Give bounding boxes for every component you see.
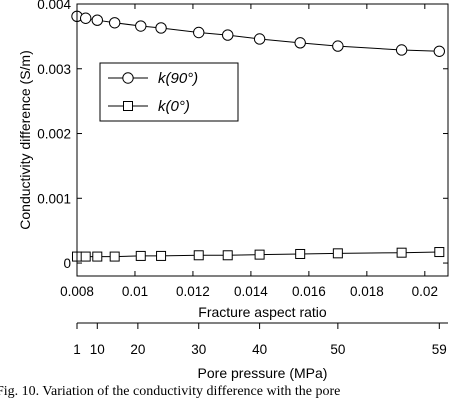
data-point-k90 (222, 29, 234, 41)
data-point-k0 (80, 251, 91, 262)
legend-marker-k90 (122, 72, 134, 84)
legend-label-k0: k(0°) (158, 98, 190, 115)
data-point-k0 (109, 251, 120, 262)
data-point-k0 (332, 248, 343, 259)
y-tick-label: 0 (63, 256, 71, 271)
secondary-x-axis-title: Pore pressure (MPa) (198, 365, 328, 381)
plot-frame (76, 3, 449, 277)
data-point-k0 (135, 250, 146, 261)
data-point-k90 (395, 44, 408, 56)
data-point-k0 (193, 250, 204, 261)
secondary-x-tick-label: 20 (130, 342, 145, 357)
legend-label-k90: k(90°) (158, 70, 198, 87)
legend-box (99, 62, 239, 122)
data-point-k0 (92, 251, 103, 262)
secondary-x-tick-label: 59 (432, 342, 447, 357)
data-point-k0 (434, 247, 445, 258)
data-point-k90 (193, 26, 205, 39)
data-point-k90 (294, 37, 306, 49)
secondary-x-tick-label: 10 (90, 342, 105, 357)
data-point-k0 (295, 248, 306, 259)
x-tick-label: 0.01 (122, 284, 148, 299)
y-tick-label: 0.001 (37, 191, 71, 206)
secondary-x-tick-label: 40 (252, 342, 267, 357)
data-point-k0 (222, 250, 233, 261)
x-tick-label: 0.014 (234, 284, 268, 299)
data-point-k90 (253, 33, 266, 45)
data-point-k90 (332, 40, 344, 52)
axes: 0.008 0.01 0.012 0.014 0.016 0.018 0.02 0 0.001 0… (17, 0, 449, 381)
data-point-k0 (156, 250, 167, 261)
data-point-k90 (91, 14, 103, 26)
x-tick-label: 0.018 (350, 284, 384, 299)
x-axis-title: Fracture aspect ratio (198, 304, 327, 320)
y-axis-title: Conductivity difference (S/m) (17, 50, 33, 229)
data-point-k90 (155, 22, 167, 34)
y-tick-label: 0.002 (37, 127, 71, 142)
x-tick-label: 0.012 (176, 284, 210, 299)
plot-area (71, 10, 446, 262)
secondary-x-tick-label: 1 (73, 342, 81, 357)
y-tick-label: 0.004 (37, 0, 71, 12)
data-point-k90 (79, 12, 92, 24)
figure-caption: Fig. 10. Variation of the conductivity d… (0, 384, 341, 399)
data-point-k0 (254, 249, 265, 260)
secondary-x-tick-label: 30 (191, 342, 206, 357)
secondary-x-tick-label: 50 (330, 342, 345, 357)
data-point-k90 (433, 45, 446, 57)
y-tick-label: 0.003 (37, 62, 71, 77)
legend: k(90°) k(0°) (99, 62, 239, 122)
legend-marker-k0 (123, 101, 133, 111)
data-point-k0 (396, 247, 407, 258)
x-tick-label: 0.008 (60, 284, 94, 299)
data-point-k90 (108, 17, 121, 29)
data-point-k90 (135, 20, 147, 32)
x-tick-label: 0.02 (412, 284, 438, 299)
x-tick-label: 0.016 (292, 284, 326, 299)
